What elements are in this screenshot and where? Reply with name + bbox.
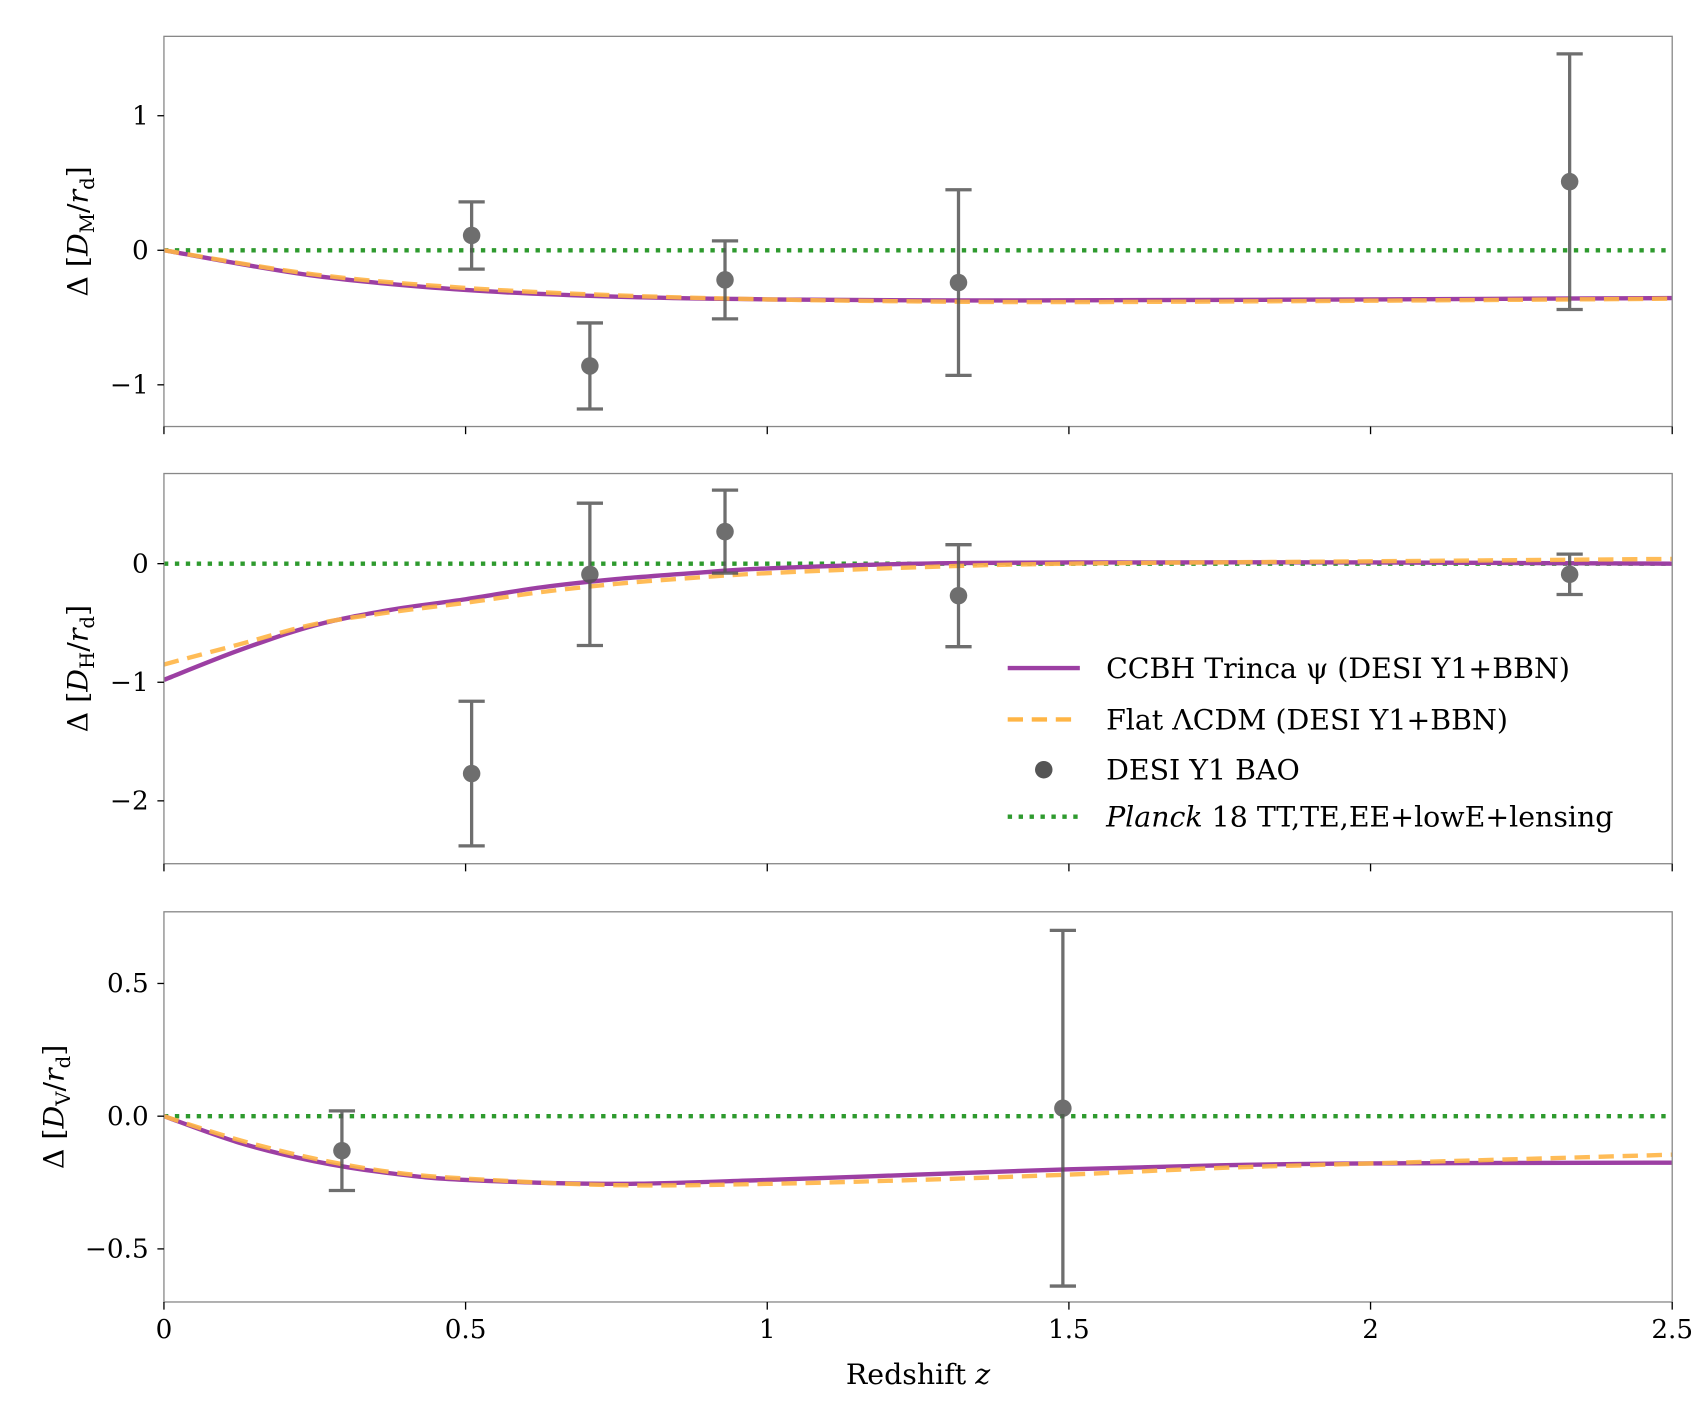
data-marker: [581, 565, 599, 584]
legend-marker-data: [1035, 760, 1053, 779]
legend-label-ccbh: CCBH Trinca ψ (DESI Y1+BBN): [1106, 652, 1570, 685]
lcdm-curve: [163, 556, 1673, 667]
y-axis-label-var2: r: [61, 627, 94, 642]
data-point: [458, 699, 485, 848]
y-axis-label-var2: r: [37, 1067, 70, 1082]
plot-area: [163, 928, 1673, 1288]
legend-label-data: DESI Y1 BAO: [1106, 754, 1300, 787]
data-marker: [716, 522, 734, 541]
data-marker: [716, 271, 734, 289]
x-tick-label: 2: [1362, 1315, 1379, 1345]
y-axis-label-var: D: [37, 1105, 70, 1129]
data-point: [945, 543, 972, 649]
axes-frame: [163, 911, 1673, 1303]
plot-area: [163, 52, 1673, 411]
y-axis-label-mid: /: [61, 642, 94, 652]
plot-area: [163, 488, 1673, 848]
data-marker: [462, 226, 481, 245]
x-tick-label: 0.5: [445, 1315, 487, 1345]
data-point: [458, 200, 485, 271]
data-point: [711, 239, 739, 321]
y-axis-label-mid: /: [37, 1082, 70, 1092]
legend-label-lcdm: Flat ΛCDM (DESI Y1+BBN): [1106, 703, 1508, 736]
data-point: [1556, 52, 1583, 312]
data-marker: [949, 273, 968, 292]
x-tick-label: 1.5: [1048, 1315, 1090, 1345]
legend-label-planck: Planck 18 TT,TE,EE+lowE+lensing: [1105, 801, 1613, 834]
y-axis-label-sub: M: [76, 213, 99, 233]
data-point: [328, 1109, 356, 1193]
data-point: [576, 321, 603, 411]
data-marker: [1054, 1099, 1072, 1117]
y-tick-label: 0.5: [107, 969, 149, 999]
y-axis-label-mid: /: [61, 203, 94, 213]
legend: CCBH Trinca ψ (DESI Y1+BBN) Flat ΛCDM (D…: [1007, 652, 1613, 834]
data-marker: [1560, 172, 1579, 191]
lcdm-curve: [163, 248, 1673, 305]
y-axis-label-sub2: d: [76, 177, 99, 190]
y-axis-label: Δ [DV/rd]: [37, 1045, 75, 1169]
data-point: [576, 501, 603, 648]
data-marker: [333, 1141, 351, 1160]
data-marker: [949, 586, 968, 605]
x-axis-label-text: Redshift: [846, 1358, 975, 1391]
data-marker: [1560, 565, 1579, 584]
y-tick-label: −1: [110, 668, 149, 698]
y-axis-label-prefix: Δ [: [37, 1128, 70, 1169]
ccbh-curve: [163, 248, 1673, 303]
data-point: [1049, 928, 1076, 1288]
y-tick-label: −1: [110, 371, 149, 401]
y-tick-label: 1: [132, 101, 149, 131]
x-tick-label: 1: [759, 1315, 776, 1345]
panel-1: 1 0 −1 Δ [DM/rd]: [61, 35, 1673, 435]
data-point: [945, 188, 972, 378]
panel-2: 0 −1 −2 Δ [DH/rd]: [61, 472, 1673, 872]
axes-frame: [163, 35, 1673, 428]
y-axis-label-prefix: Δ [: [61, 256, 94, 297]
y-axis-label-sub2: d: [76, 616, 99, 629]
y-tick-label: 0: [132, 549, 149, 579]
y-axis-label-var: D: [61, 669, 94, 693]
y-axis-label-sub2: d: [52, 1056, 75, 1069]
data-point: [711, 488, 739, 575]
data-point: [1556, 552, 1583, 597]
y-axis-label-var2: r: [61, 189, 94, 204]
y-axis-label-prefix: Δ [: [61, 692, 94, 733]
ccbh-curve: [163, 1114, 1673, 1187]
y-axis-label-var: D: [61, 233, 94, 257]
y-axis-label-suffix: ]: [61, 166, 94, 177]
legend-label-planck-rest: 18 TT,TE,EE+lowE+lensing: [1203, 801, 1614, 834]
lcdm-curve: [163, 1114, 1673, 1188]
y-tick-label: 0.0: [107, 1102, 149, 1132]
y-axis-label: Δ [DH/rd]: [61, 605, 99, 732]
y-axis-label-sub: H: [76, 652, 99, 669]
axes-frame: [163, 472, 1673, 865]
data-marker: [462, 764, 481, 783]
y-tick-label: −0.5: [85, 1235, 149, 1265]
panel-3: 0.5 0.0 −0.5 0 0.5 1 1.5 2 2.5 Δ [DV/rd]: [37, 911, 1693, 1345]
x-tick-label: 0: [156, 1315, 173, 1345]
y-axis-label-suffix: ]: [37, 1045, 70, 1056]
x-axis-label: Redshift z: [846, 1358, 991, 1391]
y-tick-label: 0: [132, 236, 149, 266]
svg-text:Redshift z: Redshift z: [846, 1358, 991, 1391]
data-marker: [581, 357, 599, 375]
x-axis-label-var: z: [974, 1358, 991, 1391]
x-tick-label: 2.5: [1651, 1315, 1693, 1345]
y-axis-label-suffix: ]: [61, 605, 94, 616]
y-axis-label-sub: V: [52, 1091, 75, 1107]
y-tick-label: −2: [110, 787, 149, 817]
legend-label-planck-italic: Planck: [1105, 801, 1203, 834]
y-axis-label: Δ [DM/rd]: [61, 166, 99, 296]
